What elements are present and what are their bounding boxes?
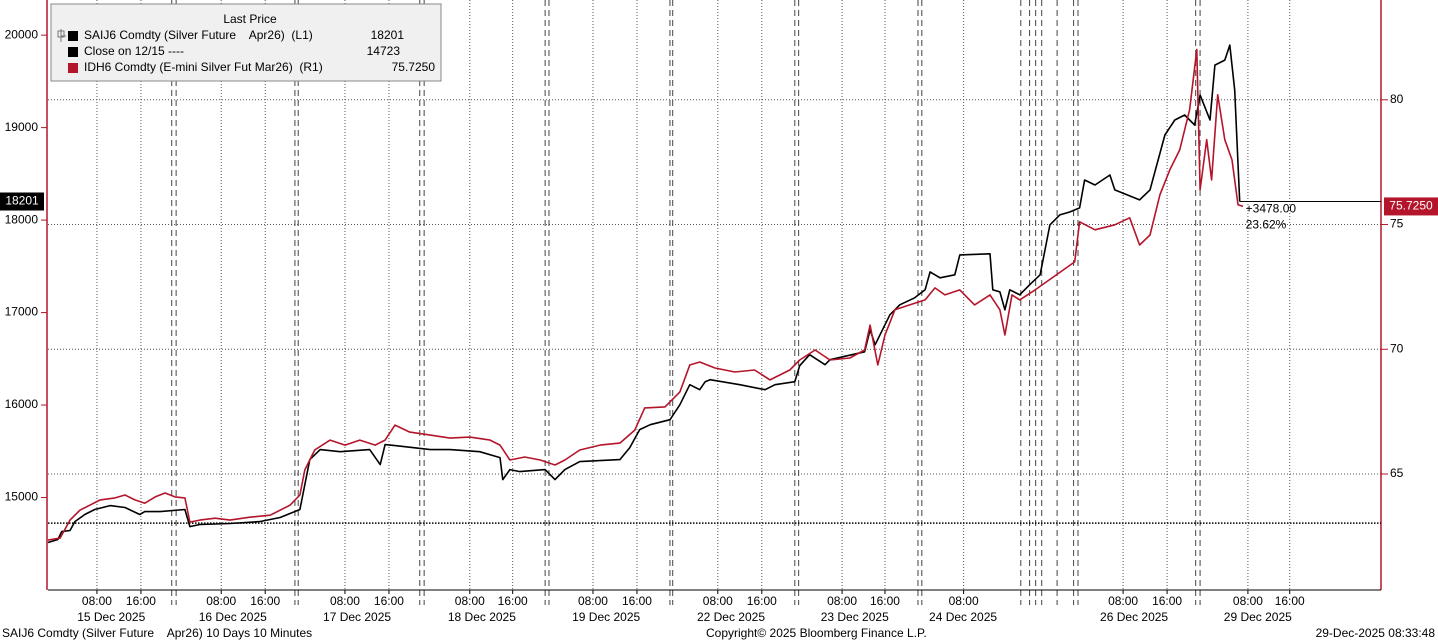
day-label: 15 Dec 2025 (77, 610, 145, 624)
legend-label: IDH6 Comdty (E-mini Silver Fut Mar26) (R… (84, 60, 323, 74)
last-price-label: 18201 (5, 194, 39, 208)
y-tick-label: 18000 (5, 212, 39, 226)
x-tick-label: 08:00 (1108, 594, 1138, 608)
x-tick-label: 16:00 (126, 594, 156, 608)
legend: Last Price SAIJ6 Comdty (Silver Future Ap… (50, 3, 442, 82)
x-tick-label: 08:00 (827, 594, 857, 608)
series-line (47, 48, 1244, 541)
y-tick-label: 15000 (5, 490, 39, 504)
day-label: 23 Dec 2025 (821, 610, 889, 624)
day-label: 22 Dec 2025 (697, 610, 765, 624)
y2-tick-label: 70 (1390, 341, 1404, 355)
last-price-label: 75.7250 (1389, 199, 1433, 213)
x-tick-label: 16:00 (622, 594, 652, 608)
legend-swatch (68, 47, 78, 57)
x-tick-label: 16:00 (250, 594, 280, 608)
legend-header: Last Price (223, 12, 277, 26)
day-label: 29 Dec 2025 (1224, 610, 1292, 624)
legend-tree (57, 30, 65, 42)
annotation: 23.62% (1246, 218, 1287, 232)
y2-tick-label: 75 (1390, 217, 1404, 231)
x-tick-label: 08:00 (455, 594, 485, 608)
x-tick-label: 08:00 (330, 594, 360, 608)
y-tick-label: 19000 (5, 120, 39, 134)
last-price-box (0, 192, 44, 211)
x-tick-label: 16:00 (498, 594, 528, 608)
y2-tick-label: 80 (1390, 92, 1404, 106)
x-tick-label: 16:00 (374, 594, 404, 608)
y-tick-label: 20000 (5, 27, 39, 41)
legend-value: 18201 (371, 28, 405, 42)
legend-swatch (68, 31, 78, 41)
legend-value: 75.7250 (392, 60, 436, 74)
x-tick-label: 16:00 (1275, 594, 1305, 608)
footer-right: 29-Dec-2025 08:33:48 (1316, 626, 1436, 640)
x-tick-label: 16:00 (1152, 594, 1182, 608)
day-label: 26 Dec 2025 (1100, 610, 1168, 624)
day-label: 24 Dec 2025 (929, 610, 997, 624)
legend-value: 14723 (367, 44, 401, 58)
x-tick-label: 16:00 (870, 594, 900, 608)
y-tick-label: 17000 (5, 305, 39, 319)
legend-box (50, 3, 442, 82)
legend-label: SAIJ6 Comdty (Silver Future Apr26) (L1) (84, 28, 313, 42)
x-tick-label: 08:00 (206, 594, 236, 608)
y-tick-label: 16000 (5, 397, 39, 411)
x-tick-label: 16:00 (747, 594, 777, 608)
x-tick-label: 08:00 (949, 594, 979, 608)
series-line (47, 44, 1241, 544)
footer-left: SAIJ6 Comdty (Silver Future Apr26) 10 Da… (2, 626, 312, 640)
legend-label: Close on 12/15 ---- (84, 44, 184, 58)
day-label: 17 Dec 2025 (323, 610, 391, 624)
x-tick-label: 08:00 (578, 594, 608, 608)
y2-tick-label: 65 (1390, 466, 1404, 480)
x-tick-label: 08:00 (82, 594, 112, 608)
x-tick-label: 08:00 (1233, 594, 1263, 608)
annotation: +3478.00 (1246, 202, 1297, 216)
day-label: 16 Dec 2025 (199, 610, 267, 624)
day-label: 18 Dec 2025 (448, 610, 516, 624)
x-tick-label: 08:00 (703, 594, 733, 608)
last-price-box (1384, 197, 1438, 216)
legend-swatch (68, 63, 78, 73)
day-label: 19 Dec 2025 (572, 610, 640, 624)
legend-tree (60, 29, 66, 37)
footer-center: Copyright© 2025 Bloomberg Finance L.P. (706, 626, 927, 640)
